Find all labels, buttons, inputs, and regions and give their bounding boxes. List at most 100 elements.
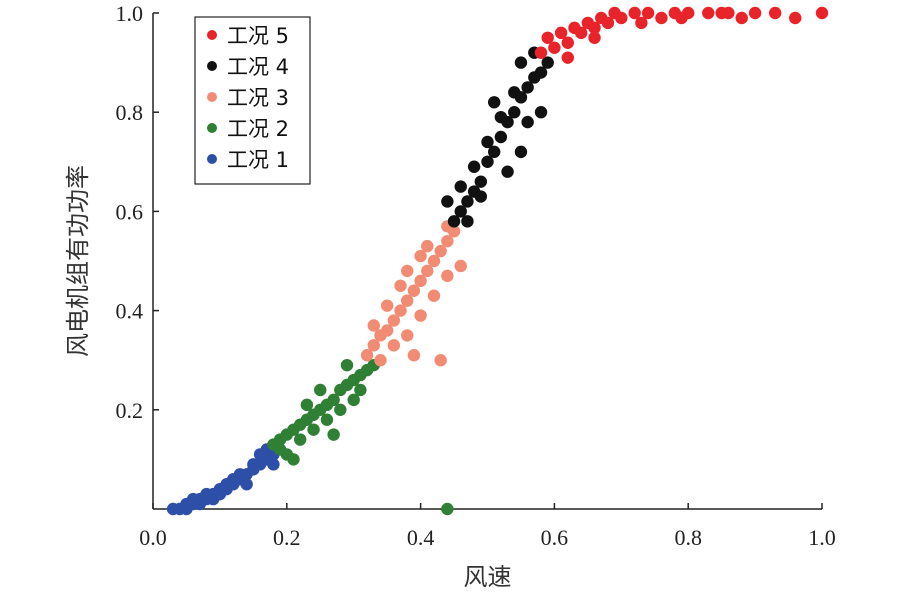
data-point — [641, 6, 655, 20]
data-point — [628, 6, 641, 20]
legend-marker — [207, 30, 217, 40]
x-ticks: 0.0 0.2 0.4 0.6 0.8 1.0 — [139, 503, 836, 550]
data-point — [427, 289, 441, 302]
legend-label: 工况 3 — [227, 86, 289, 110]
legend-marker — [207, 123, 217, 133]
data-point — [454, 205, 467, 218]
data-point — [534, 66, 548, 79]
data-point — [354, 383, 367, 397]
data-point — [293, 433, 307, 446]
legend-marker — [207, 154, 217, 164]
data-point — [494, 130, 508, 144]
data-point — [514, 145, 528, 159]
data-point — [434, 354, 447, 367]
legend: 工况 5 工况 4 工况 3 工况 2 工况 1 — [194, 16, 311, 185]
data-point — [521, 81, 534, 94]
data-point — [414, 249, 427, 263]
data-point — [394, 279, 407, 292]
data-point — [367, 319, 380, 332]
data-point — [387, 339, 401, 352]
data-point — [447, 215, 461, 228]
data-point — [467, 160, 481, 173]
y-axis-title: 风电机组有功功率 — [64, 165, 92, 357]
data-point — [608, 6, 621, 20]
legend-label: 工况 4 — [227, 55, 289, 79]
data-point — [441, 269, 454, 283]
data-point — [521, 115, 534, 129]
legend-label: 工况 5 — [227, 24, 289, 48]
data-point — [414, 309, 427, 322]
data-point — [347, 393, 360, 407]
data-point — [715, 6, 728, 20]
data-point — [789, 11, 802, 25]
data-point — [340, 358, 354, 372]
y-tick-label: 0.2 — [116, 398, 144, 423]
data-point — [441, 195, 454, 208]
data-point — [380, 299, 394, 312]
legend-label: 工况 2 — [227, 117, 289, 141]
data-point — [213, 487, 227, 501]
data-point — [534, 46, 548, 59]
data-point — [574, 26, 588, 40]
data-point — [474, 190, 488, 203]
data-point — [327, 428, 340, 441]
data-points — [166, 6, 829, 516]
data-point — [374, 354, 387, 367]
data-point — [702, 6, 715, 20]
data-point — [481, 155, 494, 168]
x-axis-title: 风速 — [464, 563, 512, 591]
data-point — [541, 31, 554, 44]
data-point — [427, 254, 441, 268]
y-tick-label: 0.6 — [116, 199, 144, 224]
data-point — [508, 86, 521, 99]
legend-marker — [207, 92, 217, 102]
data-point — [487, 96, 501, 109]
data-point — [320, 413, 334, 426]
data-point — [307, 423, 320, 436]
data-point — [675, 11, 688, 25]
data-point — [401, 294, 414, 307]
data-point — [360, 349, 374, 362]
x-tick-label: 0.2 — [273, 525, 301, 550]
data-point — [401, 329, 414, 342]
x-tick-label: 0.6 — [541, 525, 569, 550]
data-point — [273, 443, 287, 456]
data-point — [474, 175, 488, 188]
data-point — [334, 403, 347, 416]
data-point — [367, 339, 380, 352]
data-point — [327, 393, 340, 407]
data-point — [407, 349, 421, 362]
data-point — [501, 165, 514, 178]
data-point — [287, 453, 300, 466]
axes — [152, 13, 822, 510]
data-point — [588, 21, 601, 35]
data-point — [407, 284, 421, 297]
x-tick-label: 1.0 — [808, 525, 836, 550]
data-point — [421, 264, 434, 278]
data-point — [541, 56, 554, 69]
data-point — [561, 51, 574, 64]
data-point — [494, 110, 508, 124]
data-point — [380, 324, 394, 337]
data-point — [735, 11, 748, 25]
data-point — [434, 244, 447, 258]
data-point — [548, 41, 561, 54]
x-tick-label: 0.4 — [407, 525, 435, 550]
data-point — [454, 259, 467, 273]
data-point — [461, 215, 474, 228]
data-point — [768, 6, 782, 20]
y-tick-label: 1.0 — [116, 1, 144, 26]
data-point — [200, 487, 213, 501]
data-point — [247, 458, 260, 471]
legend-label: 工况 1 — [227, 148, 289, 172]
data-point — [441, 502, 454, 516]
data-point — [394, 304, 407, 317]
data-point — [300, 398, 314, 412]
data-point — [227, 473, 240, 486]
x-tick-label: 0.0 — [139, 525, 167, 550]
data-point — [180, 502, 193, 516]
data-point — [441, 234, 454, 248]
data-point — [534, 106, 548, 119]
data-point — [487, 145, 501, 159]
